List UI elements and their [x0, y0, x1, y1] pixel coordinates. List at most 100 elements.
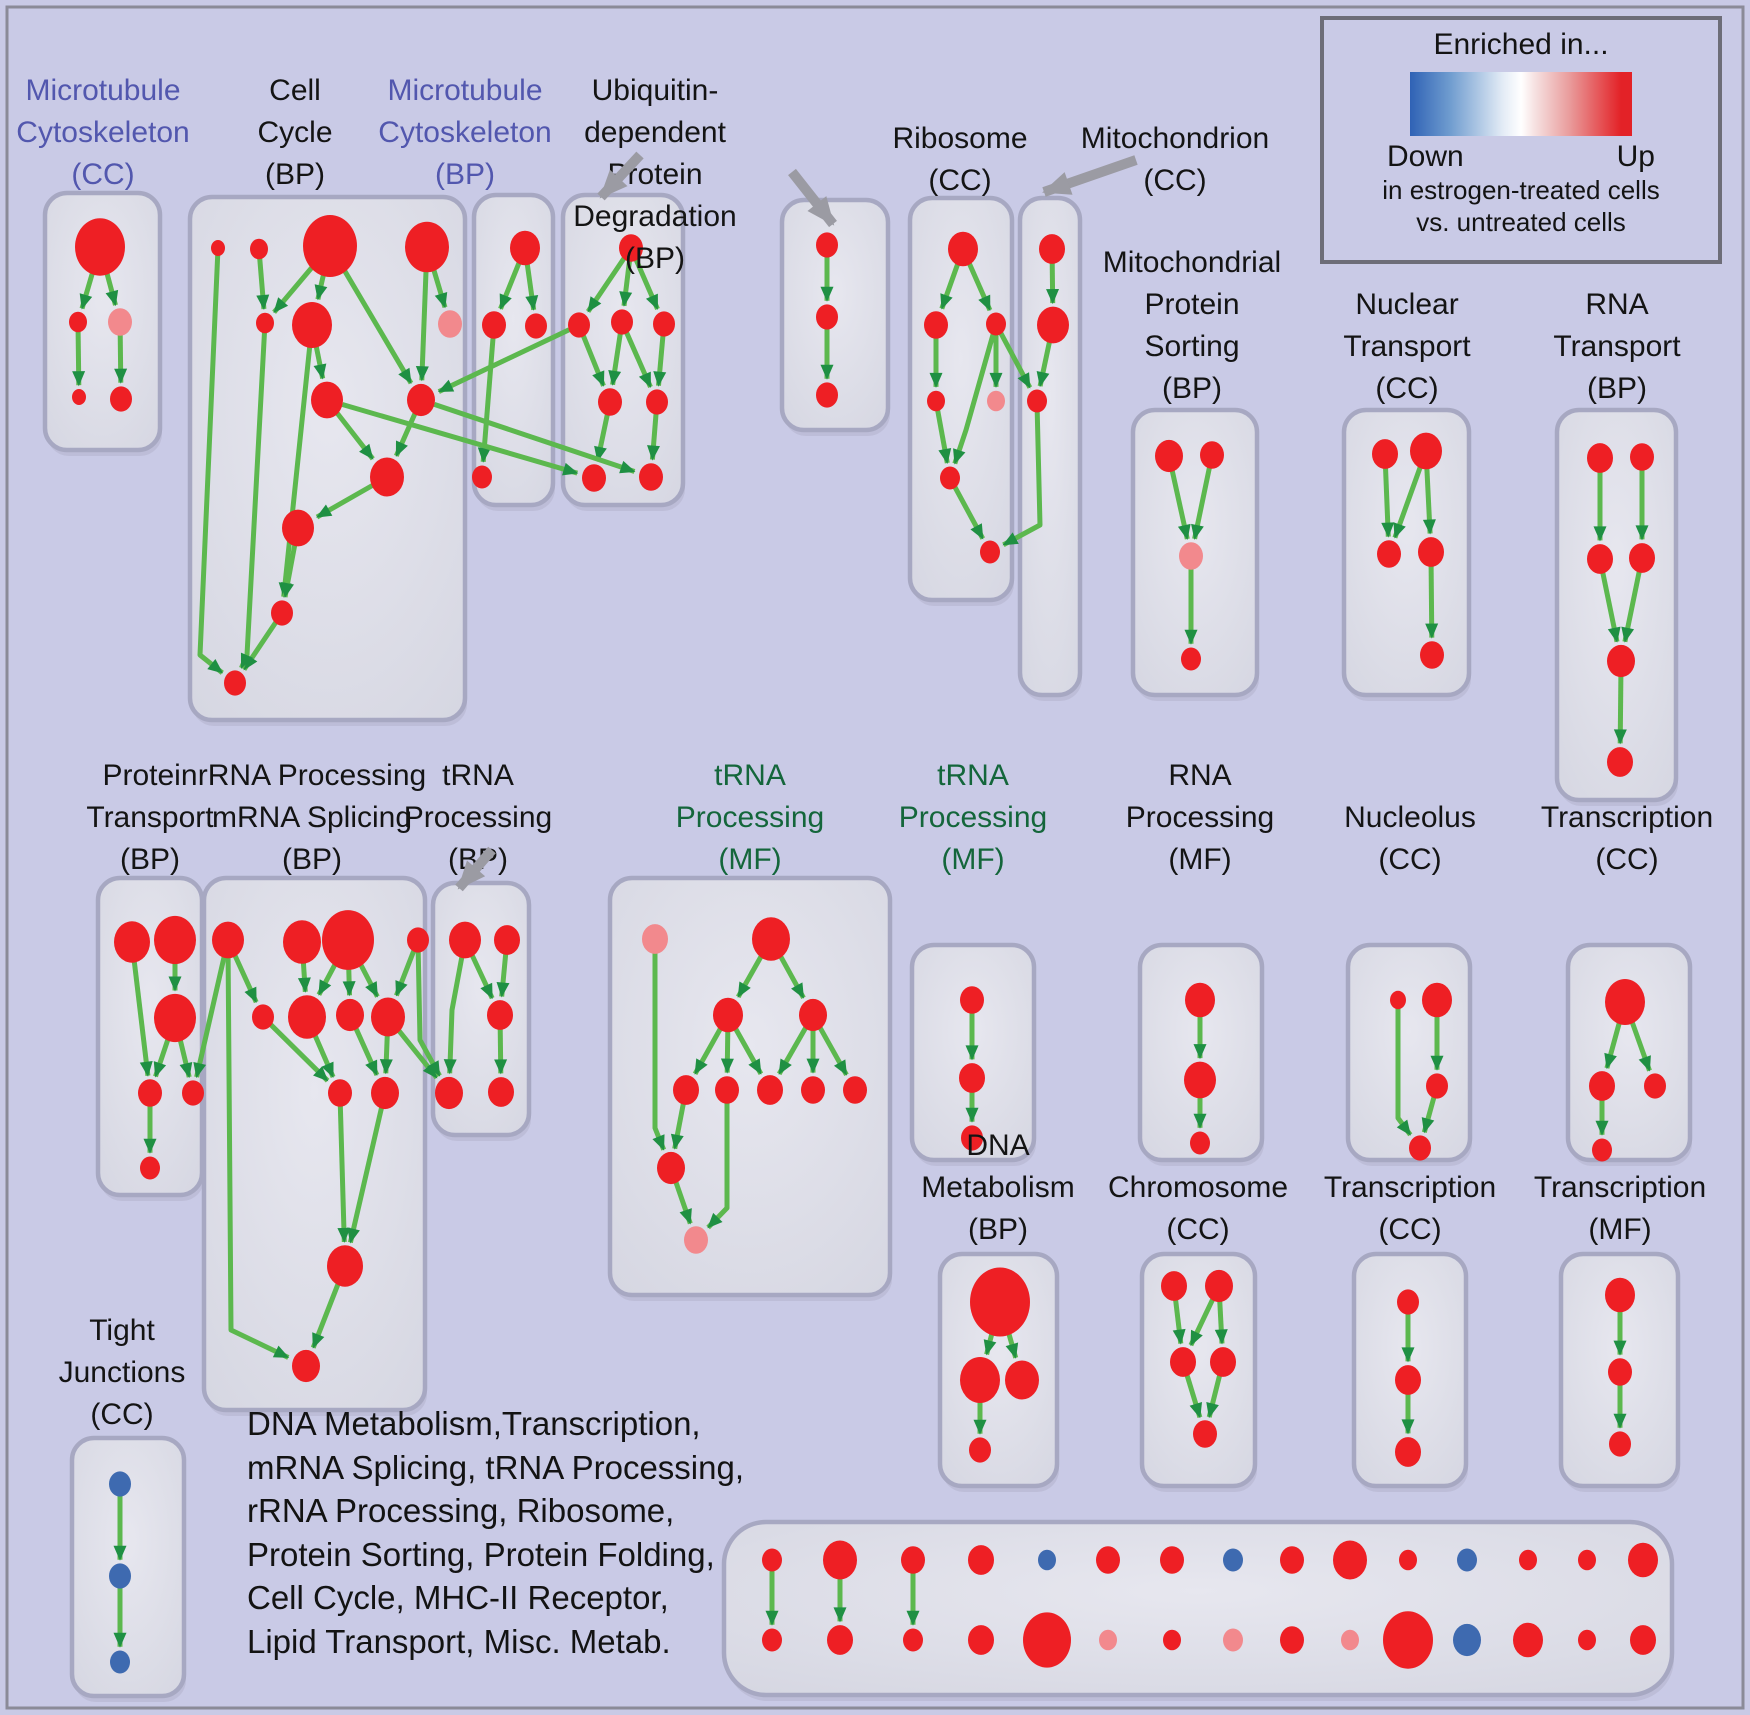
cluster-label-line: (CC)	[1166, 1213, 1229, 1246]
node-blue	[1223, 1548, 1243, 1572]
node-red	[138, 1079, 162, 1107]
cluster-label-line: Cell	[269, 74, 321, 107]
cluster-label-microtubule-cytoskeleton-bp: Microtubule Cytoskeleton (BP)	[378, 74, 551, 191]
cluster-label-ubiquitin-degradation-bp-1: Ubiquitin-dependent Protein Degradation (BP…	[573, 74, 736, 275]
edge	[1206, 1373, 1223, 1419]
cluster-label-cell-cycle-bp: Cell Cycle (BP)	[257, 74, 332, 191]
node-pink	[108, 308, 132, 336]
node-red	[482, 311, 506, 339]
node-red	[336, 998, 364, 1032]
node-red	[1383, 1611, 1433, 1669]
edge	[653, 334, 667, 387]
node-red	[1210, 1347, 1236, 1377]
node-red	[582, 464, 606, 492]
node-blue	[109, 1563, 131, 1589]
node-red	[154, 993, 196, 1043]
cluster-transcription-cc-1	[1565, 942, 1693, 1163]
node-red	[114, 921, 150, 963]
node-red	[283, 920, 321, 964]
node-red	[1605, 1277, 1635, 1313]
cluster-label-line: Cytoskeleton	[378, 116, 551, 149]
node-red	[1628, 1542, 1658, 1578]
edge	[415, 950, 442, 1077]
node-red	[435, 1076, 463, 1110]
cluster-label-line: tRNA	[714, 759, 786, 792]
node-red	[327, 1245, 363, 1287]
node-red	[1630, 1625, 1656, 1655]
cluster-label-line: Transport	[86, 801, 214, 834]
node-red	[843, 1076, 867, 1104]
cluster-label-line: Protein	[1144, 288, 1239, 321]
node-red	[1397, 1289, 1419, 1315]
cluster-label-transcription-mf: Transcription (MF)	[1534, 1171, 1706, 1246]
cluster-label-line: Tight	[89, 1314, 155, 1347]
node-pink	[1223, 1628, 1243, 1652]
edge	[256, 257, 270, 310]
edge	[673, 1180, 693, 1225]
node-pink	[642, 924, 668, 954]
edge	[341, 267, 414, 385]
edge	[952, 332, 996, 465]
node-pink	[1099, 1629, 1117, 1651]
node-red	[940, 466, 960, 490]
node-red	[256, 312, 274, 334]
cluster-chromosome-cc	[1139, 1251, 1258, 1489]
cluster-label-line: Transport	[1343, 330, 1471, 363]
edge	[998, 331, 1033, 389]
node-red	[757, 1075, 783, 1105]
edge	[1425, 564, 1439, 639]
edge	[114, 333, 128, 384]
edge	[1421, 1095, 1437, 1134]
node-red	[1629, 543, 1655, 573]
edge	[433, 402, 636, 474]
cluster-label-line: tRNA	[937, 759, 1009, 792]
node-red	[961, 1125, 983, 1151]
edge	[353, 1026, 380, 1077]
cluster-label-trna-processing-mf-1: tRNA Processing (MF)	[676, 759, 824, 876]
node-red	[1630, 443, 1654, 471]
note-line: DNA Metabolism,Transcription,	[247, 1405, 701, 1442]
node-red	[901, 1546, 925, 1574]
node-red	[322, 910, 374, 970]
edge	[1191, 466, 1213, 540]
edge	[193, 955, 227, 1079]
legend-up-label: Up	[1616, 140, 1655, 173]
cluster-label-line: (BP)	[120, 843, 180, 876]
node-red	[224, 670, 246, 696]
cluster-label-line: mRNA Splicing	[212, 801, 412, 834]
edge	[1188, 1297, 1216, 1347]
node-red	[252, 1004, 274, 1030]
edge	[197, 254, 224, 675]
cluster-label-dna-metabolism-bp: DNA Metabolism (BP)	[921, 1129, 1074, 1246]
cluster-label-ribosome-cc: Ribosome (CC)	[892, 122, 1027, 197]
edge	[357, 961, 380, 998]
cluster-label-line: (BP)	[625, 242, 685, 275]
node-red	[968, 1625, 994, 1655]
edge	[312, 1033, 336, 1078]
node-red	[407, 927, 429, 953]
edge	[79, 270, 96, 310]
label-pointer-arrow	[597, 151, 644, 201]
edge	[498, 260, 522, 310]
node-pink	[987, 390, 1005, 412]
node-pink	[1179, 542, 1203, 570]
node-red	[827, 1625, 853, 1655]
cluster-nuclear-transport-cc	[1341, 407, 1472, 698]
cluster-label-line: rRNA Processing	[198, 759, 426, 792]
edge	[342, 965, 356, 997]
edge	[652, 952, 667, 1151]
cluster-label-line: (CC)	[1375, 372, 1438, 405]
edge	[1036, 340, 1053, 388]
node-red	[1377, 540, 1401, 568]
cluster-misc-clusters-strip	[721, 1519, 1675, 1698]
edge	[153, 1037, 171, 1078]
edge	[817, 1025, 849, 1077]
cluster-label-line: Junctions	[59, 1356, 186, 1389]
cluster-label-trna-processing-mf-2: tRNA Processing (MF)	[899, 759, 1047, 876]
node-red	[1280, 1546, 1304, 1574]
node-red	[959, 1063, 985, 1093]
edge	[313, 344, 327, 380]
node-red	[799, 998, 827, 1032]
edge	[272, 264, 315, 314]
